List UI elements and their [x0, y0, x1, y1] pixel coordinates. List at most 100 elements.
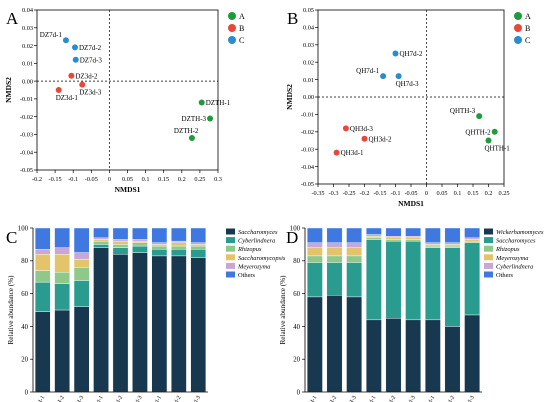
point-label: DZ7d-2 [79, 44, 102, 52]
bar-segment [306, 242, 323, 248]
bar-segment [405, 319, 422, 393]
bar-segment [464, 239, 481, 242]
legend-label: Wickerhamomyces [496, 229, 544, 236]
y-tick-label: 0.03 [303, 42, 314, 49]
bar-segment [112, 239, 129, 242]
nmds-plot-b: B-0.35 -0.3 -0.25 -0.2 -0.15 -0.1 -0.05 0 0.05 0.… [285, 7, 531, 208]
y-tick-label: 0.05 [303, 7, 314, 14]
legend-label: Cyberlindnera [496, 263, 533, 270]
bar-segment [132, 227, 148, 240]
legend-swatch [484, 271, 493, 278]
nmds-plot-a: A -0.2 -0.15 -0.1 -0.05 0 0.05 0.1 0.15 0.2 0.25 0.… [4, 7, 245, 194]
x-tick-label: DZTH-3 [70, 395, 85, 402]
legend-label: Saccharomycopsis [238, 255, 286, 262]
bar-segment [93, 237, 109, 240]
legend-swatch [226, 237, 235, 244]
y-tick-label: -0.05 [301, 181, 314, 188]
bar-segment [54, 309, 70, 393]
bar-segment [424, 247, 441, 321]
point-label: QHTH-3 [450, 107, 476, 115]
y-tick-label: 0.02 [22, 43, 33, 50]
bar-segment [424, 242, 441, 245]
x-tick-label: QH7d-3 [461, 395, 476, 402]
bar-segment [464, 240, 481, 243]
data-point [361, 135, 368, 142]
bar-segment [171, 240, 187, 243]
x-tick-label: -0.05 [404, 190, 417, 197]
x-tick-label: QH3d-3 [402, 395, 417, 402]
bar-segment [54, 272, 70, 284]
bar-segment [171, 242, 187, 247]
bar-segment [132, 242, 148, 247]
bar-segment [405, 237, 422, 240]
y-axis-label: Relative abundance (%) [279, 275, 287, 345]
y-tick-label: -0.04 [301, 164, 315, 171]
bar-segment [326, 242, 343, 248]
x-tick-label: 0 [108, 176, 111, 183]
x-tick-label: 0.25 [194, 176, 205, 183]
stacked-bar-chart-c: C DZTH-1 DZTH-2 DZTH-3 DZ3d-1 DZ3d-2 DZ3d-3 DZ7… [6, 225, 286, 402]
y-tick-label: -0.05 [20, 167, 33, 174]
x-tick-label: -0.1 [391, 190, 401, 197]
x-tick-label: QH7d-2 [442, 395, 457, 402]
x-tick-label: DZTH-1 [31, 395, 46, 402]
point-label: DZTH-3 [182, 115, 207, 123]
y-tick-label: 0.00 [22, 78, 33, 85]
legend-label: C [239, 36, 244, 45]
point-label: QH7d-2 [400, 50, 423, 58]
data-point [72, 44, 79, 51]
point-label: DZTH-2 [174, 127, 199, 135]
bar-segment [151, 245, 168, 250]
bar-segment [190, 249, 207, 258]
bar-segment [464, 227, 481, 239]
bar-segment [385, 227, 402, 237]
data-point [333, 149, 340, 156]
point-label: QH3d-3 [350, 125, 373, 133]
bar-segment [93, 244, 109, 248]
x-tick-label: DZ3d-2 [110, 395, 124, 402]
y-tick-label: 0.03 [22, 25, 33, 32]
data-point [491, 128, 498, 135]
legend-label: B [239, 24, 244, 33]
legend-label: Saccharomyces [238, 229, 278, 236]
plot-frame [36, 9, 219, 171]
bar-segment [171, 255, 187, 393]
data-point [72, 56, 79, 63]
y-tick-label: 40 [21, 324, 28, 331]
legend-label: Others [496, 272, 514, 279]
bar-segment [306, 262, 323, 298]
y-tick-label: -0.01 [20, 96, 33, 103]
y-tick-label: 0.01 [303, 77, 314, 84]
point-label: QH3d-2 [369, 135, 392, 143]
x-tick-label: -0.3 [329, 190, 339, 197]
y-tick-label: -0.02 [301, 129, 314, 136]
y-tick-label: 0.04 [22, 7, 34, 14]
bar-segment [151, 255, 168, 393]
x-tick-label: 0.05 [436, 190, 447, 197]
x-tick-label: QH7d-1 [422, 395, 437, 402]
data-point [342, 125, 349, 132]
bar-segment [424, 245, 441, 248]
bar-segment [54, 283, 70, 311]
y-tick-label: 40 [293, 324, 300, 331]
bar-segment [346, 242, 363, 248]
x-tick-label: -0.15 [373, 190, 386, 197]
bar-segment [190, 245, 207, 250]
bar-segment [464, 242, 481, 316]
x-tick-label: -0.05 [85, 176, 98, 183]
bar-segment [424, 227, 441, 243]
bar-segment [306, 247, 323, 257]
y-tick-label: -0.04 [20, 149, 34, 156]
bar-segment [444, 326, 461, 393]
legend-swatch [484, 237, 493, 244]
legend-label: Others [238, 272, 256, 279]
legend-label: Meyerozyma [495, 255, 528, 262]
x-tick-label: QHTH-3 [342, 395, 358, 402]
bar-segment [464, 237, 481, 240]
bar-segment [34, 254, 51, 271]
legend-swatch [514, 24, 522, 32]
legend-label: C [525, 36, 530, 45]
bar-segment [405, 227, 422, 237]
y-tick-label: 20 [293, 357, 300, 364]
